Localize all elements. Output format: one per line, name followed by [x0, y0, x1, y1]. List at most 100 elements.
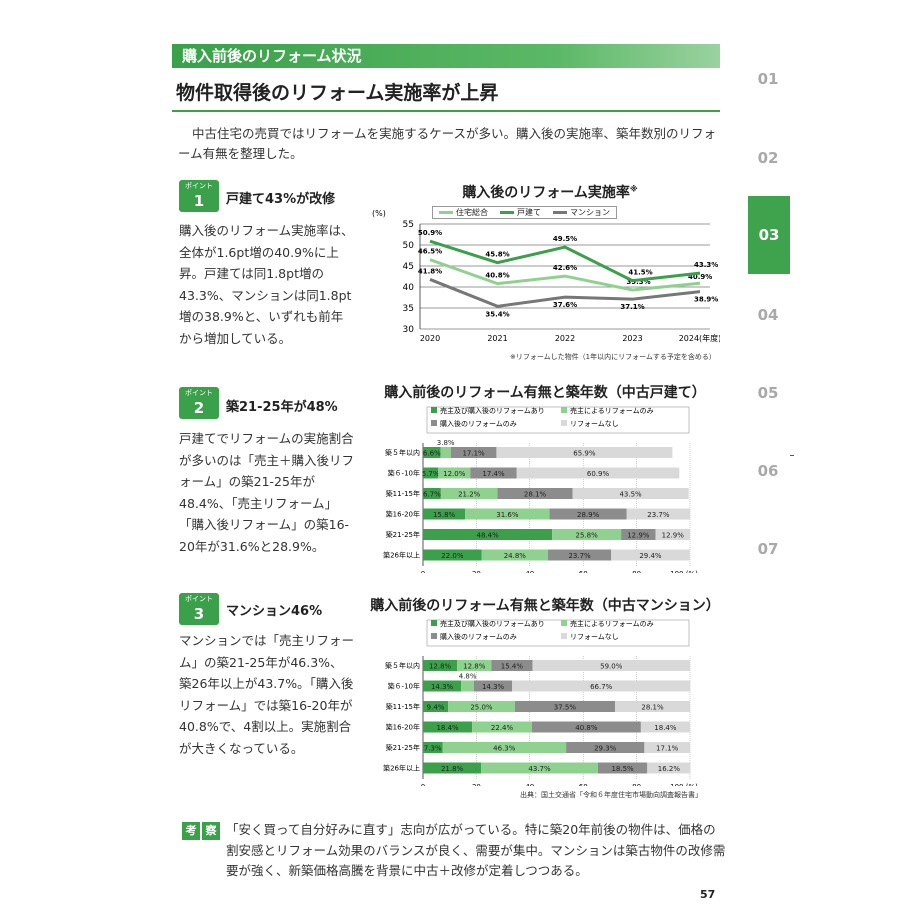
x-tick-label: 2022 — [555, 334, 575, 343]
bar-segment — [655, 529, 690, 540]
bar-data-label: 15.4% — [501, 663, 524, 671]
x-tick-label: 20 — [472, 570, 481, 573]
bar-segment — [423, 680, 462, 692]
bar-chart-mansion-title: 購入前後のリフォーム有無と築年数（中古マンション） — [370, 598, 720, 614]
point-badge-number: 2 — [193, 399, 205, 417]
legend-item-total: 住宅総合 — [433, 207, 494, 218]
bar-segment — [532, 660, 690, 671]
nav-item-03-active[interactable]: 03 — [748, 196, 790, 274]
bar-segment — [621, 529, 656, 540]
divider-mark — [790, 455, 794, 456]
nav-item-06[interactable]: 06 — [757, 462, 779, 480]
x-tick-label: 100 (%) — [670, 783, 698, 786]
page-number: 57 — [700, 888, 716, 901]
x-tick-label: 60 — [579, 783, 588, 786]
legend-label: 購入後のリフォームのみ — [440, 419, 517, 428]
bar-chart-house-title: 購入前後のリフォーム有無と築年数（中古戸建て） — [384, 385, 706, 401]
data-label: 40.8% — [485, 272, 509, 280]
bar-segment — [481, 762, 598, 774]
line-chart: (%) 30 35 40 45 50 55 2020 2021 2022 2023 2024(年度) 4… — [372, 209, 720, 343]
point-body-1: 購入後のリフォーム実施率は、全体が1.6pt増の40.9%に上昇。戸建ては同1.… — [179, 223, 354, 346]
bar-segment — [640, 721, 690, 733]
legend-swatch — [431, 407, 437, 413]
bar-segment — [440, 488, 498, 499]
bar-data-label: 23.7% — [568, 552, 591, 560]
bar-data-label: 21.2% — [458, 491, 481, 499]
bar-data-label: 6.6% — [423, 450, 441, 458]
bar-segment — [448, 701, 515, 712]
bar-segment — [423, 447, 441, 458]
bar-data-label: 18.4% — [436, 724, 459, 732]
bar-data-label: 22.0% — [441, 552, 464, 560]
category-label: 築５年以内 — [385, 661, 420, 670]
category-label: 築26年以上 — [383, 764, 420, 773]
y-tick-label: 55 — [403, 220, 414, 230]
nav-item-05[interactable]: 05 — [757, 384, 779, 402]
legend-swatch — [561, 633, 567, 639]
legend-swatch — [561, 620, 567, 626]
point-badge-label: ポイント — [185, 595, 213, 603]
point-badge-label: ポイント — [185, 182, 213, 190]
line-chart-title-text: 購入後のリフォーム実施率 — [462, 185, 630, 201]
legend-label: 売主によるリフォームのみ — [570, 619, 654, 628]
x-tick-label: 2023 — [622, 334, 642, 343]
bar-data-label: 24.8% — [504, 552, 527, 560]
x-tick-label: 2024(年度) — [679, 333, 720, 343]
bar-data-label: 12.0% — [443, 470, 466, 478]
point-body-3: マンションでは「売主リフォーム」の築21-25年が46.3%、築26年以上が43… — [179, 633, 355, 756]
bar-segment — [549, 508, 627, 520]
bar-data-label: 28.1% — [524, 491, 547, 499]
nav-item-02[interactable]: 02 — [757, 149, 779, 167]
y-tick-label: 30 — [403, 325, 415, 335]
bar-segment — [552, 529, 622, 540]
nav-item-01[interactable]: 01 — [757, 70, 779, 88]
bar-data-label: 12.9% — [662, 532, 685, 540]
y-axis-unit: (%) — [372, 209, 386, 218]
bar-segment — [465, 508, 550, 520]
data-label: 41.8% — [418, 267, 442, 275]
bar-data-label: 9.4% — [427, 704, 445, 712]
bar-data-label: 29.4% — [639, 552, 662, 560]
data-label: 46.5% — [418, 248, 442, 256]
bar-data-label: 12.8% — [463, 663, 486, 671]
bar-segment — [516, 467, 680, 479]
bar-segment — [644, 742, 690, 753]
data-label: 43.3% — [694, 261, 718, 269]
bar-data-label: 22.4% — [491, 724, 514, 732]
bar-data-label: 21.8% — [441, 765, 464, 773]
x-tick-label: 40 — [525, 570, 534, 573]
bar-segment — [457, 660, 492, 671]
line-chart-footnote: ※リフォームした物件（1年以内にリフォームする予定を含める） — [510, 353, 716, 361]
bar-data-label: 6.7% — [423, 491, 441, 499]
bar-data-label: 31.6% — [496, 511, 519, 519]
series-line-2 — [429, 278, 701, 308]
category-label: 築26年以上 — [383, 551, 420, 560]
bar-segment — [423, 721, 473, 733]
bar-data-label: 3.8% — [437, 439, 455, 447]
bar-data-label: 28.9% — [577, 511, 600, 519]
source-note: 出典：国土交通省「令和６年度住宅市場動向調査報告書」 — [520, 791, 702, 799]
bar-data-label: 4.8% — [459, 673, 477, 681]
data-label: 50.9% — [418, 229, 442, 237]
bar-segment — [423, 762, 482, 774]
bar-data-label: 7.3% — [424, 745, 442, 753]
bar-segment — [514, 701, 615, 712]
bar-data-label: 46.3% — [493, 745, 516, 753]
point-badge-number: 3 — [193, 605, 205, 623]
point-title-3: マンション46% — [226, 604, 323, 619]
point-body-2: 戸建てでリフォームの実施割合が多いのは「売主＋購入後リフォーム」の築21-25年… — [179, 431, 355, 554]
category-label: 築５年以内 — [385, 448, 420, 457]
nav-item-04[interactable]: 04 — [757, 306, 779, 324]
bar-data-label: 43.5% — [619, 491, 642, 499]
data-label: 40.9% — [688, 273, 712, 281]
bar-data-label: 59.0% — [600, 663, 623, 671]
bar-segment — [614, 701, 690, 712]
y-tick-label: 50 — [403, 241, 415, 251]
nav-item-07[interactable]: 07 — [757, 540, 779, 558]
legend-swatch — [431, 633, 437, 639]
bar-data-label: 25.0% — [470, 704, 493, 712]
bar-segment — [481, 549, 548, 561]
data-label: 45.8% — [485, 251, 509, 259]
page-headline: 物件取得後のリフォーム実施率が上昇 — [172, 78, 720, 112]
line-chart-title-mark: ※ — [629, 184, 638, 194]
